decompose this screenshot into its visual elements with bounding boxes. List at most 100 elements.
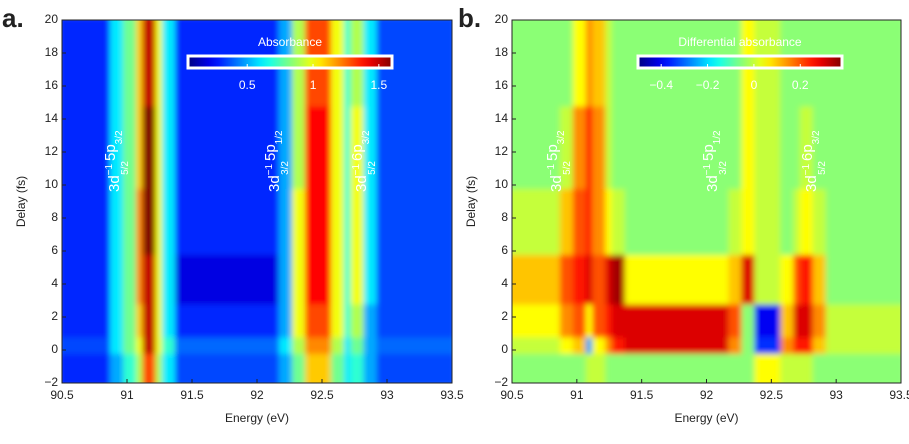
colorbar-tick-label: −0.4 (649, 78, 673, 92)
annotation-part: 3d (106, 175, 123, 192)
colorbar-tick-label: 1 (310, 78, 317, 92)
annotation: 3d−1 5/25p3/2 (544, 130, 573, 192)
annotation-part: 3d (353, 175, 370, 192)
y-tick-label: 10 (495, 177, 509, 191)
x-axis-label: Energy (eV) (674, 411, 738, 425)
colorbar-label: Differential absorbance (678, 35, 802, 49)
y-tick-label: 10 (45, 177, 59, 191)
x-tick-label: 90.5 (500, 388, 524, 402)
colorbar-label: Absorbance (258, 35, 322, 49)
heatmap (512, 20, 901, 383)
heatmap-cell (62, 98, 118, 189)
colorbar-tick-label: 0 (751, 78, 758, 92)
heatmap-cell (512, 181, 568, 255)
annotation-part: 3/2 (556, 130, 567, 144)
y-tick-label: 0 (51, 342, 58, 356)
x-tick-label: 91.5 (180, 388, 204, 402)
colorbar-tick-label: 0.5 (239, 78, 256, 92)
y-tick-label: 12 (45, 144, 59, 158)
annotation-part: 3d (548, 175, 565, 192)
y-tick-label: 16 (495, 78, 509, 92)
y-tick-label: 16 (45, 78, 59, 92)
heatmap-cell (825, 247, 901, 305)
heatmap (62, 20, 452, 383)
y-tick-label: 14 (495, 111, 509, 125)
annotation-part: 3/2 (114, 130, 125, 144)
heatmap-cell (512, 98, 568, 189)
heatmap-cell (175, 247, 287, 305)
y-tick-label: 0 (501, 342, 508, 356)
heatmap-cells (512, 20, 901, 383)
colorbar-tick-label: 0.2 (792, 78, 809, 92)
annotation-part: 3/2 (361, 130, 372, 144)
annotation-part: 3d (266, 175, 283, 192)
annotation-part: 3/2 (718, 161, 729, 175)
y-tick-label: −2 (44, 375, 58, 389)
colorbar (186, 54, 394, 70)
y-tick-label: 18 (45, 45, 59, 59)
annotation: 3d−1 5/26p3/2 (799, 130, 828, 192)
heatmap-cell (175, 98, 287, 189)
annotation-part: 1/2 (712, 130, 723, 144)
heatmap-cell (376, 247, 452, 305)
annotation-part: 3d (704, 175, 721, 192)
heatmap-cell (62, 181, 118, 255)
x-tick-label: 93.5 (440, 388, 464, 402)
annotation-part: −1 (351, 163, 362, 175)
annotation-part: 5p (102, 144, 119, 161)
y-tick-label: 12 (495, 144, 509, 158)
panel-label: a. (2, 3, 24, 33)
heatmap-cell (175, 181, 287, 255)
y-tick-label: −2 (494, 375, 508, 389)
heatmap-cell (62, 20, 118, 107)
annotation-part: 5/2 (367, 161, 378, 175)
annotation: 3d−1 3/25p1/2 (700, 130, 729, 192)
annotation-part: 5/2 (120, 161, 131, 175)
annotation: 3d−1 5/26p3/2 (349, 130, 378, 192)
annotation-part: 3d (803, 175, 820, 192)
x-tick-label: 92 (700, 388, 714, 402)
heatmap-cell (62, 247, 118, 305)
heatmap-cell (825, 98, 901, 189)
y-tick-label: 2 (501, 309, 508, 323)
annotation-part: 5p (544, 144, 561, 161)
annotation-part: 5/2 (562, 161, 573, 175)
colorbar (636, 54, 844, 70)
annotation-part: −1 (801, 163, 812, 175)
y-axis-label: Delay (fs) (14, 176, 28, 227)
y-tick-label: 2 (51, 309, 58, 323)
x-tick-label: 93 (380, 388, 394, 402)
panel-label: b. (458, 3, 481, 33)
x-tick-label: 92 (250, 388, 264, 402)
y-tick-label: 20 (45, 12, 59, 26)
heatmap-cell (512, 247, 568, 305)
heatmap-cell (624, 98, 737, 189)
annotation-part: −1 (104, 163, 115, 175)
annotation: 3d−1 5/25p3/2 (102, 130, 131, 192)
annotation-part: 5p (700, 144, 717, 161)
x-tick-label: 92.5 (310, 388, 334, 402)
heatmap-cell (512, 20, 568, 107)
annotation-part: 3/2 (811, 130, 822, 144)
y-tick-label: 20 (495, 12, 509, 26)
x-tick-label: 93.5 (889, 388, 909, 402)
x-tick-label: 91 (570, 388, 584, 402)
x-tick-label: 92.5 (760, 388, 784, 402)
y-axis-label: Delay (fs) (464, 176, 478, 227)
y-tick-label: 4 (501, 276, 508, 290)
colorbar-tick-label: 1.5 (370, 78, 387, 92)
annotation-part: 3/2 (280, 161, 291, 175)
annotation-part: 1/2 (274, 130, 285, 144)
annotation-part: 5/2 (817, 161, 828, 175)
y-tick-label: 14 (45, 111, 59, 125)
annotation-part: −1 (546, 163, 557, 175)
heatmap-cell (624, 181, 737, 255)
y-tick-label: 18 (495, 45, 509, 59)
annotation-part: −1 (702, 163, 713, 175)
heatmap-cells (62, 20, 452, 383)
annotation-part: 5p (262, 144, 279, 161)
annotation: 3d−1 3/25p1/2 (262, 130, 291, 192)
x-tick-label: 91.5 (630, 388, 654, 402)
y-tick-label: 6 (501, 243, 508, 257)
